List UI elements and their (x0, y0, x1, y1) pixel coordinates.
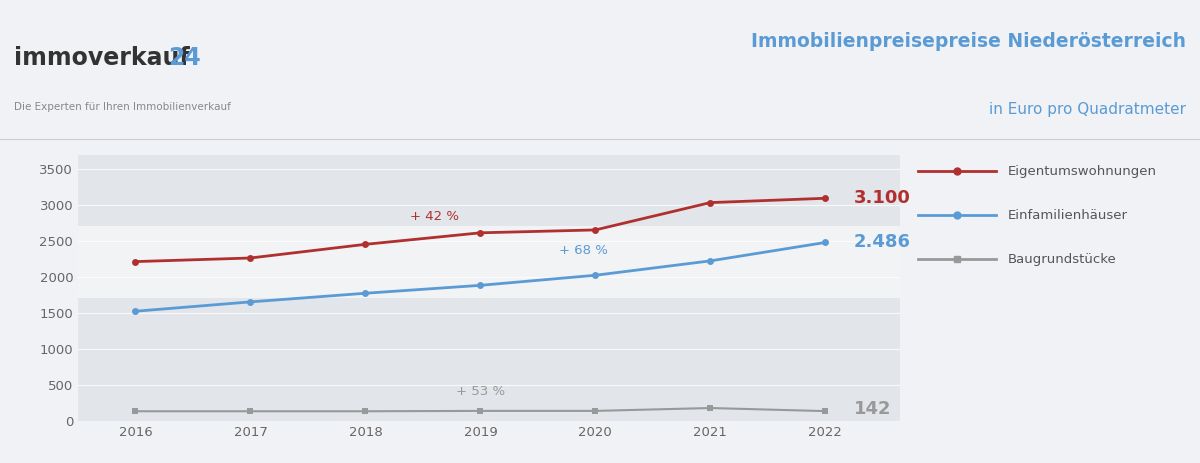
Text: 2.486: 2.486 (854, 233, 911, 251)
Text: 24: 24 (168, 46, 200, 70)
Text: + 42 %: + 42 % (410, 210, 458, 223)
Text: 3.100: 3.100 (854, 189, 911, 207)
Text: + 53 %: + 53 % (456, 385, 505, 398)
Text: Eigentumswohnungen: Eigentumswohnungen (1008, 165, 1157, 178)
Bar (78, 225, 900, 298)
Text: Die Experten für Ihren Immobilienverkauf: Die Experten für Ihren Immobilienverkauf (14, 102, 232, 112)
Text: + 68 %: + 68 % (559, 244, 608, 257)
Text: Baugrundstücke: Baugrundstücke (1008, 253, 1117, 266)
Text: 142: 142 (854, 400, 892, 418)
Text: Einfamilienhäuser: Einfamilienhäuser (1008, 209, 1128, 222)
Text: Immobilienpreisepreise Niederösterreich: Immobilienpreisepreise Niederösterreich (751, 32, 1186, 51)
Text: in Euro pro Quadratmeter: in Euro pro Quadratmeter (989, 102, 1186, 117)
Text: immoverkauf: immoverkauf (14, 46, 190, 70)
